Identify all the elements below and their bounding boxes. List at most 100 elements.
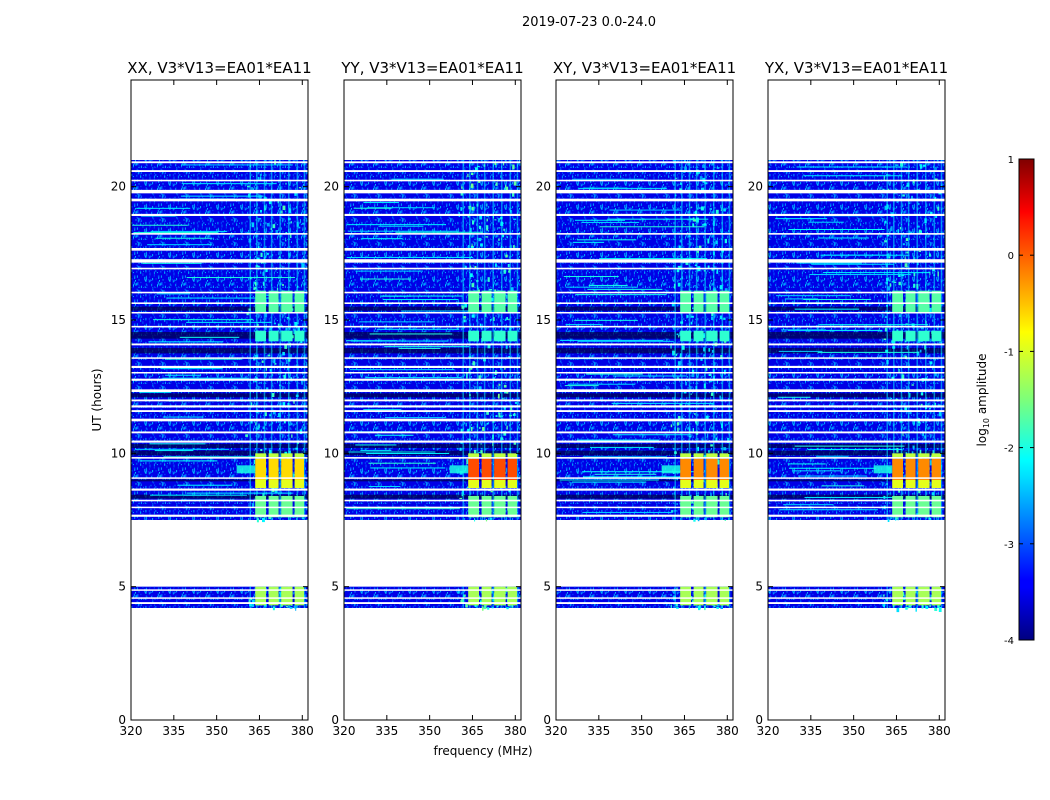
bright-channel-streak [679,421,682,425]
flagged-row [131,431,308,434]
high-amplitude-block [494,586,506,606]
bright-channel-streak [937,271,939,277]
bright-channel-streak [257,367,259,371]
bright-channel-streak [925,606,929,609]
rfi-line [369,333,453,335]
high-amplitude-block [468,330,480,342]
flagged-row [556,378,733,381]
bright-channel-streak [480,243,483,247]
bright-channel-streak [503,187,506,193]
rfi-line [818,237,869,239]
bright-channel-streak [686,315,689,318]
high-amplitude-block [268,458,279,480]
bright-channel-streak [490,490,493,493]
rfi-line [359,278,411,280]
bright-channel-streak [904,462,906,466]
flagged-row [131,410,308,412]
rfi-line [823,272,930,274]
bright-channel-streak [717,602,720,607]
bright-channel-streak [686,314,688,319]
flagged-row [556,514,733,517]
bright-channel-streak [724,519,726,521]
flagged-row [768,488,945,491]
high-amplitude-block [719,480,730,488]
bright-channel-streak [678,415,681,419]
flagged-row [768,597,945,599]
bright-channel-streak [259,177,262,182]
rfi-line [781,329,826,331]
bright-channel-streak [298,326,300,332]
bright-channel-streak [675,177,678,179]
bright-channel-streak [295,606,297,611]
rfi-line [400,310,499,312]
flagged-row [768,589,945,591]
bright-channel-streak [698,606,701,611]
figure-suptitle: 2019-07-23 0.0-24.0 [522,15,656,30]
rfi-line [559,479,659,481]
bright-channel-streak [905,238,909,241]
bright-channel-streak [513,327,515,330]
high-amplitude-block [706,290,718,312]
bright-channel-streak [260,252,263,257]
high-amplitude-block [268,586,279,606]
high-amplitude-block [892,330,904,342]
low-amplitude-row [556,348,733,354]
x-tick-label: 350 [630,724,653,738]
rfi-line [186,492,293,494]
bright-channel-streak [486,422,489,425]
bright-channel-streak [247,185,250,188]
bright-channel-streak [294,322,298,326]
bright-channel-streak [883,338,887,340]
rfi-line [777,396,811,398]
bright-channel-streak [702,164,705,168]
bright-channel-streak [938,607,942,612]
bright-channel-streak [692,307,694,310]
bright-channel-streak [292,516,295,518]
flagged-row [768,312,945,314]
bright-channel-streak [474,518,476,522]
bright-channel-streak [253,357,256,361]
bright-channel-streak [890,397,893,399]
rfi-line [582,511,672,513]
bright-channel-streak [266,294,269,296]
bright-channel-column [704,160,706,520]
flagged-row [768,357,945,359]
bright-channel-streak [934,234,938,236]
high-amplitude-block [294,458,305,480]
bright-channel-streak [898,368,900,374]
rfi-line [186,277,296,279]
rfi-line [368,462,436,464]
bright-channel-streak [896,329,899,331]
high-amplitude-block [905,480,916,488]
low-amplitude-row [768,450,945,456]
bright-channel-streak [277,199,279,204]
bright-channel-streak [498,218,500,223]
bright-channel-column [492,160,494,520]
bright-channel-streak [896,447,899,453]
high-amplitude-block [294,480,305,488]
rfi-line [180,195,264,197]
bright-channel-streak [693,518,696,522]
bright-channel-streak [494,219,496,221]
bright-channel-streak [893,281,897,283]
y-tick-label: 20 [748,180,763,194]
high-amplitude-block [693,330,704,342]
rfi-line [376,328,460,330]
high-amplitude-block [294,330,305,342]
rfi-line [154,450,194,452]
bright-channel-streak [466,373,468,379]
bright-channel-streak [670,604,672,608]
rfi-line [574,319,638,321]
bright-channel-streak [460,207,462,211]
high-amplitude-block [905,453,916,459]
rfi-line [577,340,674,342]
rfi-line [612,434,691,436]
low-amplitude-row [131,393,308,398]
bright-channel-streak [697,446,699,452]
bright-channel-streak [272,606,275,611]
flagged-row [344,343,521,346]
colorbar-gradient [1018,158,1035,641]
bright-channel-streak [916,225,920,228]
flagged-row [556,343,733,346]
bright-channel-streak [262,426,265,430]
